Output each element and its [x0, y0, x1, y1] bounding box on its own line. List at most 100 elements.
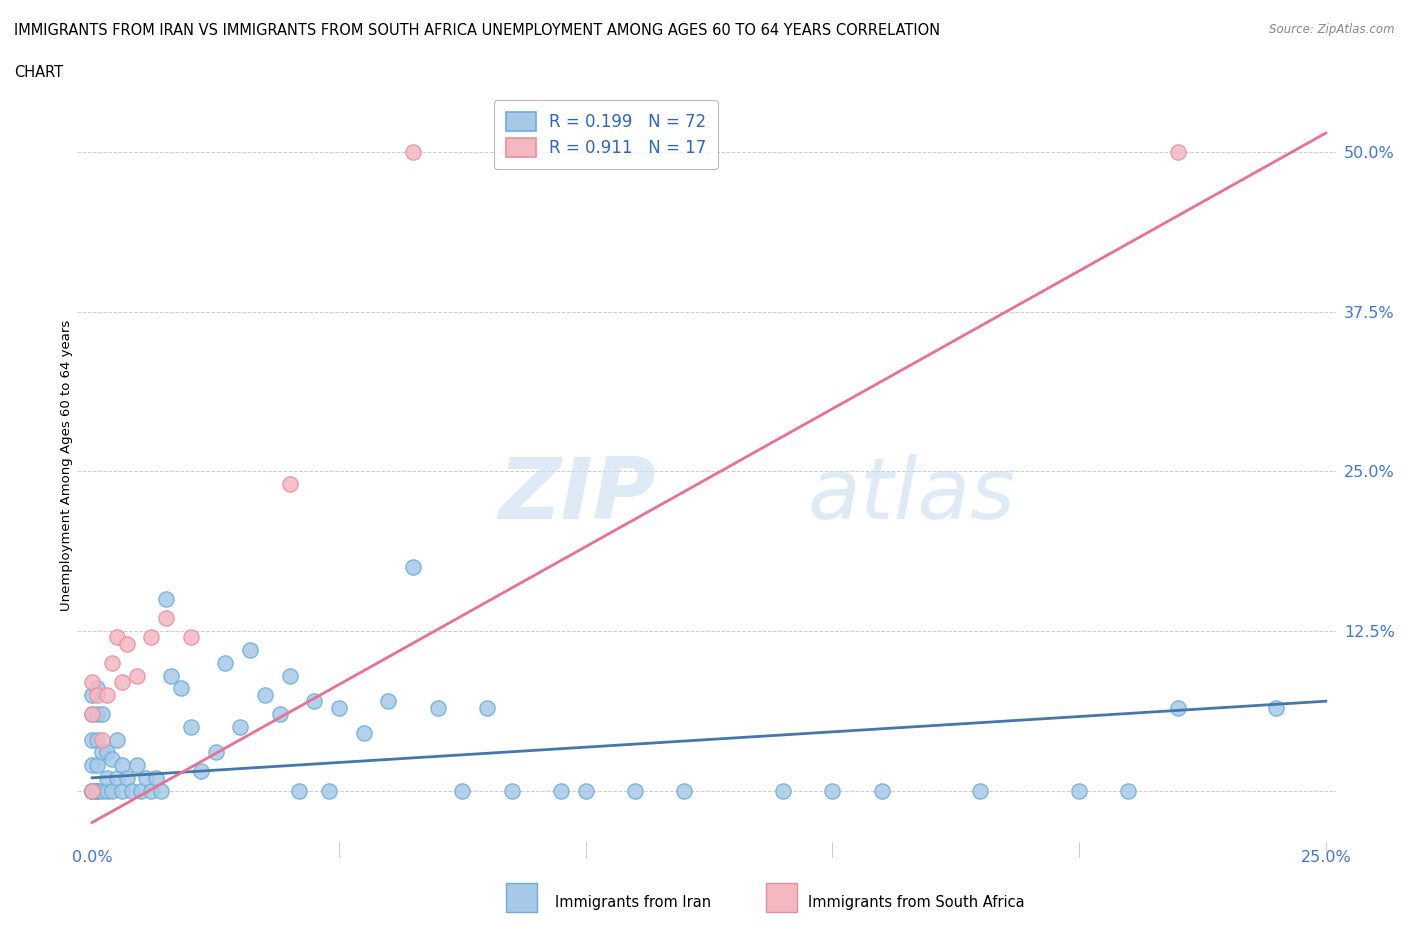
Point [426, 700, 449, 715]
Point [269, 707, 291, 722]
Point [111, 674, 134, 689]
Point [82, 674, 104, 689]
Point [1118, 783, 1140, 798]
Point [115, 770, 138, 785]
Point [870, 783, 893, 798]
Point [86, 783, 108, 798]
Text: Immigrants from Iran: Immigrants from Iran [555, 895, 711, 910]
Point [125, 758, 148, 773]
Point [501, 783, 523, 798]
Point [82, 783, 104, 798]
Point [402, 560, 425, 575]
Point [141, 630, 163, 644]
Point [82, 758, 104, 773]
Point [969, 783, 991, 798]
Point [318, 783, 340, 798]
Point [328, 700, 350, 715]
Point [278, 477, 301, 492]
Point [451, 783, 474, 798]
Point [135, 770, 157, 785]
Point [82, 783, 104, 798]
Point [180, 630, 202, 644]
Point [229, 719, 252, 734]
Point [402, 145, 425, 160]
Point [1265, 700, 1288, 715]
Point [115, 636, 138, 651]
Point [105, 630, 128, 644]
Point [86, 707, 108, 722]
Point [624, 783, 647, 798]
Point [82, 783, 104, 798]
Point [190, 764, 212, 778]
Point [821, 783, 844, 798]
Point [96, 687, 118, 702]
Point [82, 783, 104, 798]
Point [377, 694, 399, 709]
Point [82, 783, 104, 798]
Point [180, 719, 202, 734]
Point [86, 681, 108, 696]
Point [155, 591, 177, 606]
Point [82, 783, 104, 798]
Point [86, 783, 108, 798]
Text: ZIP: ZIP [499, 454, 657, 537]
Point [141, 783, 163, 798]
Point [101, 656, 124, 671]
Y-axis label: Unemployment Among Ages 60 to 64 years: Unemployment Among Ages 60 to 64 years [59, 319, 73, 611]
Point [575, 783, 598, 798]
Point [214, 656, 236, 671]
Point [288, 783, 311, 798]
Point [111, 758, 134, 773]
Point [86, 758, 108, 773]
Point [82, 707, 104, 722]
Point [150, 783, 173, 798]
Point [82, 732, 104, 747]
Point [121, 783, 143, 798]
Point [86, 732, 108, 747]
Point [91, 707, 114, 722]
Point [204, 745, 226, 760]
Point [278, 669, 301, 684]
Text: IMMIGRANTS FROM IRAN VS IMMIGRANTS FROM SOUTH AFRICA UNEMPLOYMENT AMONG AGES 60 : IMMIGRANTS FROM IRAN VS IMMIGRANTS FROM … [14, 23, 941, 38]
Point [1067, 783, 1090, 798]
Point [550, 783, 572, 798]
Point [160, 669, 183, 684]
Text: Source: ZipAtlas.com: Source: ZipAtlas.com [1270, 23, 1395, 36]
Point [86, 687, 108, 702]
Point [131, 783, 153, 798]
Point [105, 770, 128, 785]
Text: atlas: atlas [807, 454, 1015, 537]
Point [96, 745, 118, 760]
Point [96, 783, 118, 798]
Point [91, 783, 114, 798]
Point [353, 725, 375, 740]
Text: Immigrants from South Africa: Immigrants from South Africa [808, 895, 1025, 910]
Point [253, 687, 276, 702]
Point [86, 783, 108, 798]
Bar [766, 884, 797, 911]
Point [101, 751, 124, 766]
Point [302, 694, 325, 709]
Point [475, 700, 498, 715]
Point [155, 611, 177, 626]
Point [673, 783, 696, 798]
Point [1167, 700, 1189, 715]
Point [96, 770, 118, 785]
Point [105, 732, 128, 747]
Point [111, 783, 134, 798]
Point [91, 745, 114, 760]
Point [82, 687, 104, 702]
Bar [506, 884, 537, 911]
Point [772, 783, 794, 798]
Point [125, 669, 148, 684]
Legend: R = 0.199   N = 72, R = 0.911   N = 17: R = 0.199 N = 72, R = 0.911 N = 17 [494, 100, 718, 169]
Point [239, 643, 262, 658]
Point [82, 783, 104, 798]
Point [170, 681, 193, 696]
Point [1167, 145, 1189, 160]
Point [145, 770, 167, 785]
Point [82, 707, 104, 722]
Point [91, 732, 114, 747]
Point [101, 783, 124, 798]
Text: CHART: CHART [14, 65, 63, 80]
